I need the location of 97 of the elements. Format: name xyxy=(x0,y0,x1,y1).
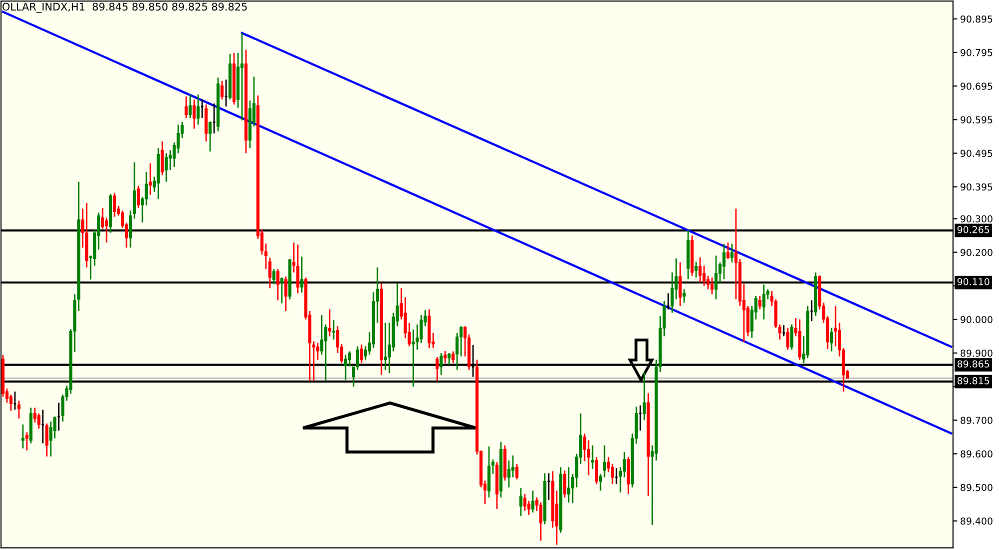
candlestick xyxy=(136,185,140,209)
candlestick xyxy=(834,305,838,348)
candlestick xyxy=(567,466,570,504)
candlestick xyxy=(436,356,439,382)
candlestick xyxy=(444,350,447,364)
candlestick xyxy=(364,346,368,360)
candlestick xyxy=(786,327,790,350)
candlestick xyxy=(642,371,646,421)
candlestick xyxy=(208,120,212,152)
candlestick xyxy=(160,140,164,176)
candlestick xyxy=(220,80,224,100)
candlestick xyxy=(144,171,148,206)
candlestick xyxy=(622,451,626,478)
candlestick xyxy=(25,432,28,452)
candlestick xyxy=(412,328,415,388)
chart-title: OLLAR_INDX,H1 89.845 89.850 89.825 89.825 xyxy=(2,2,247,13)
candlestick xyxy=(714,254,718,300)
y-tick-label: 90.000 xyxy=(960,316,992,324)
candlestick xyxy=(280,276,284,304)
candlestick xyxy=(320,314,324,356)
candlestick xyxy=(758,295,762,310)
ref-line-label: 90.110 xyxy=(957,278,990,286)
y-tick-label: 89.600 xyxy=(960,450,992,458)
candlestick xyxy=(452,350,455,364)
candlestick xyxy=(188,94,192,119)
candlestick xyxy=(37,412,40,430)
y-tick-label: 89.700 xyxy=(960,416,992,424)
candlestick xyxy=(164,152,168,182)
candlestick xyxy=(507,460,510,488)
candlestick xyxy=(830,327,834,352)
candlestick xyxy=(132,162,136,220)
candlestick xyxy=(101,207,104,230)
candlestick xyxy=(511,454,514,478)
candlestick xyxy=(539,502,542,542)
y-tick-label: 89.900 xyxy=(960,350,992,357)
candlestick xyxy=(332,319,336,340)
candlestick xyxy=(268,256,272,289)
y-tick-label: 90.695 xyxy=(960,82,992,90)
candlestick xyxy=(148,162,152,196)
y-tick-label: 90.200 xyxy=(960,248,992,256)
ref-line-label: 90.265 xyxy=(957,226,990,234)
candlestick xyxy=(710,276,714,295)
y-tick-label: 89.500 xyxy=(960,484,992,492)
candlestick xyxy=(527,500,530,516)
candlestick xyxy=(440,352,443,376)
ref-line-label: 89.865 xyxy=(957,360,990,368)
candlestick xyxy=(328,308,332,337)
candlestick xyxy=(790,324,794,350)
candlestick xyxy=(591,444,594,470)
candlestick xyxy=(730,243,734,264)
candlestick xyxy=(519,487,522,517)
candlestick xyxy=(384,322,387,371)
candlestick xyxy=(21,424,24,450)
candlestick xyxy=(300,256,304,294)
candlestick xyxy=(583,432,586,462)
candlestick xyxy=(602,444,606,478)
candlestick xyxy=(515,463,518,480)
candlestick xyxy=(563,470,566,498)
candlestick xyxy=(598,473,602,492)
candlestick xyxy=(594,456,598,485)
candlestick xyxy=(698,256,702,284)
candlestick xyxy=(678,262,682,307)
candlestick xyxy=(128,210,132,248)
candlestick xyxy=(344,354,348,381)
candlestick xyxy=(272,268,276,285)
candlestick xyxy=(726,242,730,260)
y-tick-label: 90.795 xyxy=(960,49,992,56)
candlestick xyxy=(45,422,48,458)
candlestick xyxy=(491,458,494,475)
y-tick-label: 89.400 xyxy=(960,518,992,525)
candlestick xyxy=(17,400,20,420)
candlestick xyxy=(682,288,686,304)
candlestick xyxy=(531,490,534,514)
candlestick xyxy=(284,276,288,312)
candlestick xyxy=(196,94,200,126)
candlestick xyxy=(112,192,116,218)
candlestick xyxy=(610,463,614,485)
candlestick xyxy=(276,268,280,301)
candlestick xyxy=(192,98,196,130)
y-tick-label: 90.595 xyxy=(960,116,992,124)
candlestick xyxy=(762,284,766,320)
candlestick xyxy=(49,420,52,458)
candlestick xyxy=(105,217,108,244)
y-tick-label: 90.895 xyxy=(960,15,992,23)
candlestick xyxy=(360,344,364,364)
candlestick xyxy=(722,243,726,280)
candlestick xyxy=(694,260,698,278)
candlestick xyxy=(523,493,526,512)
candlestick xyxy=(240,32,244,122)
candlestick xyxy=(9,394,13,412)
y-tick-label: 90.300 xyxy=(960,215,992,222)
y-tick-label: 90.395 xyxy=(960,183,992,191)
y-tick-label: 90.495 xyxy=(960,150,992,157)
candlestick xyxy=(296,244,300,294)
candlestick xyxy=(448,352,451,366)
candlestick xyxy=(184,96,188,119)
ref-line-label: 89.815 xyxy=(957,377,990,384)
